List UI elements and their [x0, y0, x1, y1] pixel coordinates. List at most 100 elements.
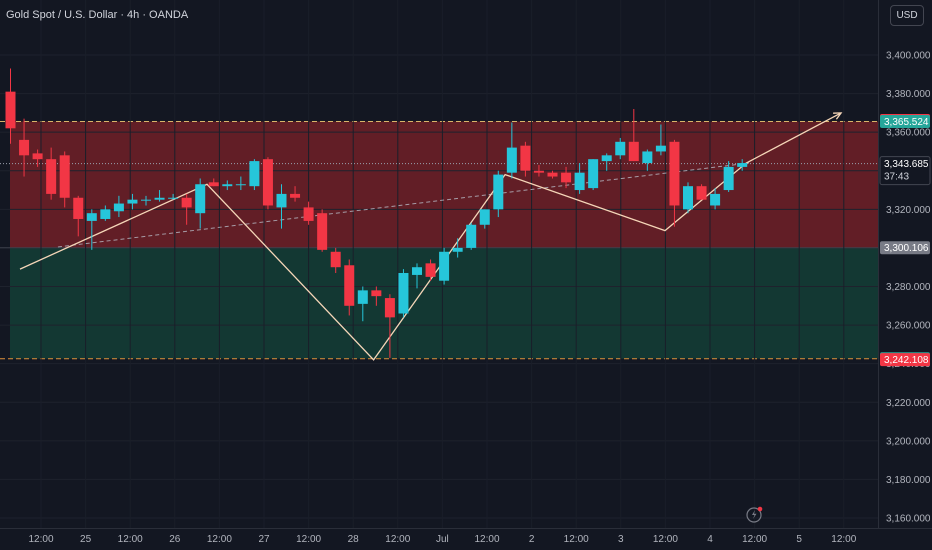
x-tick-label: 5: [796, 534, 802, 545]
price-labels-layer: 3,366.0553,365.5243,343.68537:433,300.10…: [879, 113, 931, 367]
price-axis[interactable]: 3,160.000 3,180.000 3,200.000 3,220.000 3,24…: [878, 0, 931, 528]
x-tick-label: 12:00: [296, 534, 321, 545]
candle-body: [235, 184, 246, 186]
x-tick-label: 2: [529, 534, 535, 545]
y-tick-label: 3,220.000: [886, 398, 931, 409]
candle-body: [710, 193, 721, 206]
candle-body: [588, 159, 599, 189]
candle-body: [642, 151, 653, 164]
candle-body: [357, 290, 368, 304]
candle-body: [466, 224, 477, 248]
candle-body: [73, 197, 84, 219]
countdown-label: 37:43: [884, 172, 909, 183]
candle-body: [425, 263, 436, 277]
x-tick-label: 12:00: [28, 534, 53, 545]
candle-body: [398, 272, 409, 314]
x-tick-label: 12:00: [564, 534, 589, 545]
price-label-text: 3,343.685: [884, 159, 929, 170]
candle-body: [32, 153, 43, 160]
price-label-text: 3,365.524: [884, 117, 929, 128]
candle-body: [262, 159, 273, 206]
candle-body: [412, 267, 422, 275]
candle-body: [723, 166, 734, 191]
candle-body: [100, 209, 111, 219]
y-tick-label: 3,360.000: [886, 128, 931, 139]
candle-body: [439, 251, 450, 281]
candle-body: [520, 145, 531, 171]
candle-body: [195, 184, 206, 214]
x-tick-label: 27: [258, 534, 270, 545]
candle-body: [533, 170, 544, 173]
candle-body: [574, 172, 585, 191]
time-axis[interactable]: 12:00 25 12:00 26 12:00 27 12:00 28 12:00 Jul 12:0…: [0, 528, 932, 546]
y-tick-label: 3,280.000: [886, 282, 931, 293]
candle-body: [127, 199, 138, 204]
price-label-badge: [880, 353, 930, 367]
candle-body: [628, 141, 639, 162]
candle-body: [561, 172, 572, 183]
candle-body: [683, 186, 693, 210]
candle-body: [669, 141, 680, 206]
candle-body: [249, 161, 260, 187]
y-tick-label: 3,320.000: [886, 205, 931, 216]
x-tick-label: 4: [707, 534, 713, 545]
candle-body: [113, 203, 124, 212]
x-tick-label: 12:00: [742, 534, 767, 545]
y-tick-label: 3,160.000: [886, 514, 931, 525]
candle-body: [154, 197, 165, 200]
resistance-zone: [10, 121, 878, 248]
x-tick-label: 12:00: [207, 534, 232, 545]
candle-body: [208, 182, 219, 187]
price-label-badge: [879, 156, 931, 186]
candle-body: [506, 147, 517, 173]
candle-body: [655, 145, 666, 152]
x-tick-label: 12:00: [385, 534, 410, 545]
x-tick-label: 28: [348, 534, 360, 545]
candle-body: [737, 163, 748, 167]
x-tick-label: Jul: [436, 534, 449, 545]
candle-body: [615, 141, 626, 156]
x-tick-label: 26: [169, 534, 181, 545]
x-tick-label: 12:00: [118, 534, 143, 545]
candle-body: [19, 139, 30, 156]
y-tick-label: 3,180.000: [886, 475, 931, 486]
arrow-head: [833, 112, 843, 120]
symbol-title[interactable]: Gold Spot / U.S. Dollar · 4h · OANDA: [6, 9, 189, 21]
candle-body: [86, 213, 97, 221]
candle-body: [601, 155, 612, 162]
price-label-badge: [880, 241, 930, 255]
y-tick-label: 3,200.000: [886, 436, 931, 447]
candle-body: [344, 265, 355, 306]
candle-body: [303, 207, 314, 221]
x-tick-label: 25: [80, 534, 92, 545]
candle-body: [317, 213, 328, 250]
price-label-text: 3,300.106: [884, 243, 929, 254]
y-tick-label: 3,380.000: [886, 89, 931, 100]
candle-body: [452, 247, 463, 252]
candle-body: [547, 172, 558, 177]
candle-body: [493, 174, 504, 210]
candle-body: [181, 197, 192, 208]
candle-body: [168, 197, 179, 199]
price-label-text: 3,242.108: [884, 355, 929, 366]
x-tick-label: 3: [618, 534, 624, 545]
pattern-layer: [19, 112, 843, 361]
zones-layer: [0, 121, 878, 360]
candle-body: [222, 184, 233, 187]
x-tick-label: 12:00: [653, 534, 678, 545]
candle-body: [290, 193, 301, 198]
candle-body: [141, 199, 151, 201]
candle-body: [5, 91, 16, 129]
price-label-badge: [880, 115, 930, 129]
y-tick-label: 3,260.000: [886, 321, 931, 332]
grid-layer: [0, 54, 878, 519]
x-tick-label: 12:00: [831, 534, 856, 545]
flash-icon[interactable]: [745, 504, 765, 524]
pattern-line: [19, 112, 842, 361]
candle-body: [696, 186, 707, 200]
currency-button[interactable]: USD: [890, 5, 924, 26]
candle-body: [276, 193, 287, 208]
candle-body: [46, 159, 57, 194]
candle-body: [330, 251, 341, 268]
